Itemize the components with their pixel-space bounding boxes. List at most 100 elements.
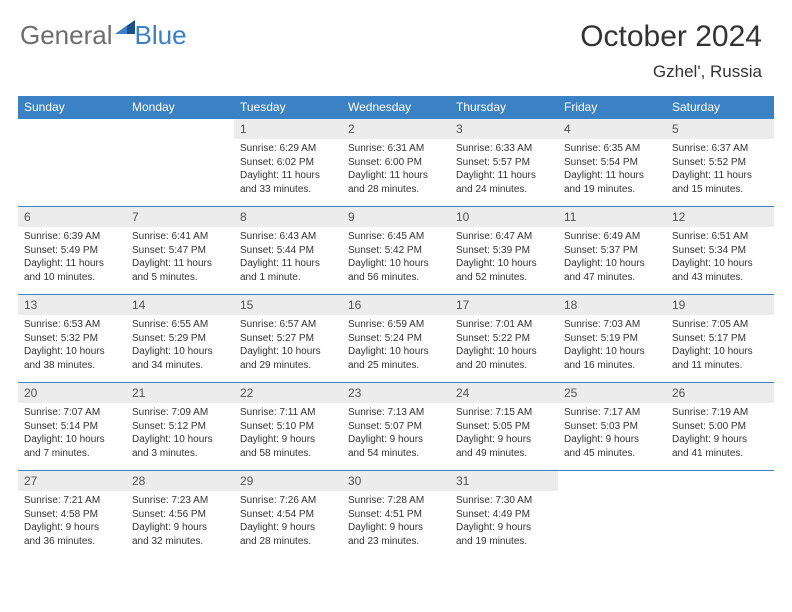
day-dl2: and 47 minutes. [564, 271, 660, 285]
day-sunset: Sunset: 5:22 PM [456, 332, 552, 346]
day-sunrise: Sunrise: 7:11 AM [240, 406, 336, 420]
location-subtitle: Gzhel', Russia [580, 62, 762, 82]
day-dl2: and 28 minutes. [240, 535, 336, 549]
weekday-header: Monday [126, 96, 234, 119]
day-sunrise: Sunrise: 7:17 AM [564, 406, 660, 420]
day-dl2: and 11 minutes. [672, 359, 768, 373]
day-sunset: Sunset: 5:34 PM [672, 244, 768, 258]
day-dl1: Daylight: 10 hours [24, 433, 120, 447]
day-sunset: Sunset: 5:57 PM [456, 156, 552, 170]
weekday-header: Wednesday [342, 96, 450, 119]
day-dl1: Daylight: 11 hours [348, 169, 444, 183]
day-sunset: Sunset: 5:03 PM [564, 420, 660, 434]
day-info: Sunrise: 6:37 AMSunset: 5:52 PMDaylight:… [666, 139, 774, 199]
day-sunrise: Sunrise: 6:49 AM [564, 230, 660, 244]
calendar-cell: 4Sunrise: 6:35 AMSunset: 5:54 PMDaylight… [558, 119, 666, 207]
day-dl2: and 23 minutes. [348, 535, 444, 549]
day-sunset: Sunset: 5:14 PM [24, 420, 120, 434]
day-dl1: Daylight: 11 hours [240, 257, 336, 271]
calendar-cell: 1Sunrise: 6:29 AMSunset: 6:02 PMDaylight… [234, 119, 342, 207]
calendar-cell [666, 471, 774, 559]
day-sunset: Sunset: 5:52 PM [672, 156, 768, 170]
day-dl1: Daylight: 10 hours [456, 345, 552, 359]
day-number: 19 [666, 295, 774, 315]
day-dl1: Daylight: 10 hours [672, 257, 768, 271]
calendar-cell: 8Sunrise: 6:43 AMSunset: 5:44 PMDaylight… [234, 207, 342, 295]
day-info: Sunrise: 6:35 AMSunset: 5:54 PMDaylight:… [558, 139, 666, 199]
calendar-cell: 21Sunrise: 7:09 AMSunset: 5:12 PMDayligh… [126, 383, 234, 471]
calendar-cell [126, 119, 234, 207]
day-dl2: and 5 minutes. [132, 271, 228, 285]
day-number: 20 [18, 383, 126, 403]
calendar-body: 1Sunrise: 6:29 AMSunset: 6:02 PMDaylight… [18, 119, 774, 559]
day-number: 8 [234, 207, 342, 227]
day-dl2: and 19 minutes. [564, 183, 660, 197]
day-dl2: and 3 minutes. [132, 447, 228, 461]
day-dl2: and 24 minutes. [456, 183, 552, 197]
day-sunrise: Sunrise: 7:03 AM [564, 318, 660, 332]
day-dl1: Daylight: 11 hours [240, 169, 336, 183]
day-info: Sunrise: 7:23 AMSunset: 4:56 PMDaylight:… [126, 491, 234, 551]
day-sunrise: Sunrise: 6:47 AM [456, 230, 552, 244]
calendar-cell: 2Sunrise: 6:31 AMSunset: 6:00 PMDaylight… [342, 119, 450, 207]
day-dl2: and 34 minutes. [132, 359, 228, 373]
day-dl2: and 41 minutes. [672, 447, 768, 461]
day-number: 6 [18, 207, 126, 227]
weekday-header: Tuesday [234, 96, 342, 119]
day-dl1: Daylight: 10 hours [348, 257, 444, 271]
day-info: Sunrise: 6:29 AMSunset: 6:02 PMDaylight:… [234, 139, 342, 199]
day-dl2: and 58 minutes. [240, 447, 336, 461]
weekday-header: Saturday [666, 96, 774, 119]
day-dl2: and 15 minutes. [672, 183, 768, 197]
weekday-header: Thursday [450, 96, 558, 119]
day-number: 22 [234, 383, 342, 403]
day-sunrise: Sunrise: 7:07 AM [24, 406, 120, 420]
calendar-cell: 9Sunrise: 6:45 AMSunset: 5:42 PMDaylight… [342, 207, 450, 295]
day-dl1: Daylight: 9 hours [132, 521, 228, 535]
day-info: Sunrise: 6:31 AMSunset: 6:00 PMDaylight:… [342, 139, 450, 199]
brand-triangle-icon [115, 10, 135, 41]
day-sunset: Sunset: 5:17 PM [672, 332, 768, 346]
calendar-cell: 11Sunrise: 6:49 AMSunset: 5:37 PMDayligh… [558, 207, 666, 295]
calendar-cell: 27Sunrise: 7:21 AMSunset: 4:58 PMDayligh… [18, 471, 126, 559]
day-info: Sunrise: 7:01 AMSunset: 5:22 PMDaylight:… [450, 315, 558, 375]
day-dl1: Daylight: 10 hours [240, 345, 336, 359]
day-info: Sunrise: 7:19 AMSunset: 5:00 PMDaylight:… [666, 403, 774, 463]
day-number: 27 [18, 471, 126, 491]
day-number: 2 [342, 119, 450, 139]
calendar-cell: 12Sunrise: 6:51 AMSunset: 5:34 PMDayligh… [666, 207, 774, 295]
day-sunrise: Sunrise: 6:43 AM [240, 230, 336, 244]
day-dl1: Daylight: 11 hours [456, 169, 552, 183]
day-dl1: Daylight: 9 hours [456, 433, 552, 447]
day-sunset: Sunset: 5:37 PM [564, 244, 660, 258]
day-number: 7 [126, 207, 234, 227]
day-sunrise: Sunrise: 6:59 AM [348, 318, 444, 332]
day-info: Sunrise: 6:43 AMSunset: 5:44 PMDaylight:… [234, 227, 342, 287]
day-dl1: Daylight: 9 hours [240, 521, 336, 535]
calendar-cell: 24Sunrise: 7:15 AMSunset: 5:05 PMDayligh… [450, 383, 558, 471]
brand-part2: Blue [135, 20, 187, 51]
day-dl2: and 7 minutes. [24, 447, 120, 461]
day-info: Sunrise: 6:33 AMSunset: 5:57 PMDaylight:… [450, 139, 558, 199]
calendar-cell: 6Sunrise: 6:39 AMSunset: 5:49 PMDaylight… [18, 207, 126, 295]
day-sunset: Sunset: 5:27 PM [240, 332, 336, 346]
day-sunset: Sunset: 4:51 PM [348, 508, 444, 522]
calendar-cell [18, 119, 126, 207]
day-sunrise: Sunrise: 6:29 AM [240, 142, 336, 156]
day-sunrise: Sunrise: 6:37 AM [672, 142, 768, 156]
day-number: 18 [558, 295, 666, 315]
day-info: Sunrise: 7:09 AMSunset: 5:12 PMDaylight:… [126, 403, 234, 463]
day-dl2: and 45 minutes. [564, 447, 660, 461]
day-dl1: Daylight: 10 hours [132, 433, 228, 447]
calendar-cell: 10Sunrise: 6:47 AMSunset: 5:39 PMDayligh… [450, 207, 558, 295]
day-dl1: Daylight: 9 hours [240, 433, 336, 447]
day-number: 15 [234, 295, 342, 315]
day-dl2: and 25 minutes. [348, 359, 444, 373]
calendar-week-row: 13Sunrise: 6:53 AMSunset: 5:32 PMDayligh… [18, 295, 774, 383]
calendar-week-row: 1Sunrise: 6:29 AMSunset: 6:02 PMDaylight… [18, 119, 774, 207]
day-dl1: Daylight: 10 hours [132, 345, 228, 359]
calendar-week-row: 20Sunrise: 7:07 AMSunset: 5:14 PMDayligh… [18, 383, 774, 471]
day-sunset: Sunset: 5:00 PM [672, 420, 768, 434]
day-info: Sunrise: 6:51 AMSunset: 5:34 PMDaylight:… [666, 227, 774, 287]
calendar-cell: 23Sunrise: 7:13 AMSunset: 5:07 PMDayligh… [342, 383, 450, 471]
